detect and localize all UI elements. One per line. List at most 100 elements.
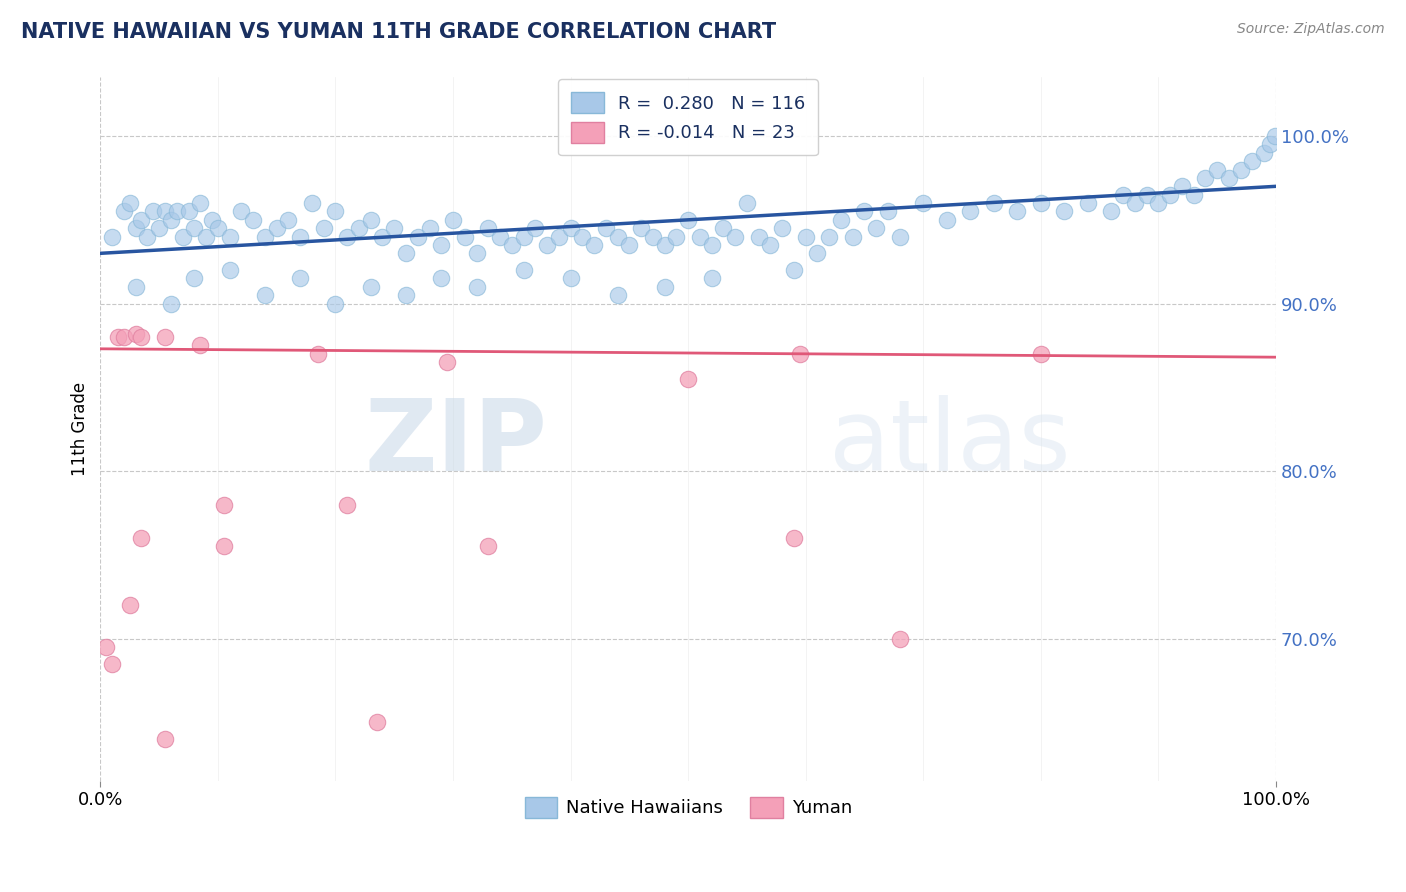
Point xyxy=(454,229,477,244)
Point xyxy=(371,229,394,244)
Point xyxy=(201,212,224,227)
Point xyxy=(266,221,288,235)
Point xyxy=(818,229,841,244)
Point xyxy=(724,229,747,244)
Point xyxy=(606,229,628,244)
Point xyxy=(1229,162,1251,177)
Point xyxy=(842,229,865,244)
Point xyxy=(477,540,499,554)
Point xyxy=(689,229,711,244)
Point xyxy=(188,196,211,211)
Point xyxy=(770,221,793,235)
Point xyxy=(560,271,582,285)
Point xyxy=(218,263,240,277)
Point xyxy=(406,229,429,244)
Point xyxy=(1258,137,1281,152)
Point xyxy=(107,330,129,344)
Point xyxy=(1182,187,1205,202)
Point xyxy=(231,204,253,219)
Point xyxy=(560,221,582,235)
Point xyxy=(207,221,229,235)
Point xyxy=(465,246,488,260)
Point xyxy=(853,204,876,219)
Point xyxy=(759,238,782,252)
Point xyxy=(783,263,806,277)
Point xyxy=(112,204,135,219)
Point xyxy=(912,196,935,211)
Point xyxy=(1241,154,1264,169)
Point xyxy=(1112,187,1135,202)
Point xyxy=(877,204,900,219)
Point xyxy=(889,229,911,244)
Point xyxy=(177,204,200,219)
Point xyxy=(395,288,418,302)
Point xyxy=(325,204,347,219)
Text: Source: ZipAtlas.com: Source: ZipAtlas.com xyxy=(1237,22,1385,37)
Point xyxy=(172,229,194,244)
Point xyxy=(336,229,359,244)
Point xyxy=(118,598,141,612)
Point xyxy=(360,280,382,294)
Point xyxy=(142,204,165,219)
Point xyxy=(1053,204,1076,219)
Point xyxy=(735,196,758,211)
Point xyxy=(124,326,146,341)
Point xyxy=(436,355,458,369)
Point xyxy=(360,212,382,227)
Point xyxy=(336,498,359,512)
Point xyxy=(606,288,628,302)
Point xyxy=(1171,179,1194,194)
Point xyxy=(700,271,723,285)
Point xyxy=(160,212,183,227)
Point xyxy=(101,657,124,671)
Point xyxy=(183,221,205,235)
Point xyxy=(889,632,911,646)
Point xyxy=(430,271,453,285)
Point xyxy=(188,338,211,352)
Point xyxy=(806,246,828,260)
Point xyxy=(290,271,312,285)
Point xyxy=(983,196,1005,211)
Point xyxy=(131,531,153,545)
Point xyxy=(654,238,676,252)
Point xyxy=(382,221,405,235)
Point xyxy=(312,221,335,235)
Text: ZIP: ZIP xyxy=(364,395,547,491)
Point xyxy=(748,229,770,244)
Point xyxy=(1264,129,1286,144)
Point xyxy=(347,221,370,235)
Point xyxy=(441,212,464,227)
Point xyxy=(1007,204,1029,219)
Point xyxy=(101,229,124,244)
Point xyxy=(512,229,534,244)
Point xyxy=(665,229,688,244)
Point xyxy=(153,732,176,747)
Point xyxy=(253,288,276,302)
Point xyxy=(676,212,699,227)
Point xyxy=(195,229,218,244)
Point xyxy=(307,347,329,361)
Point xyxy=(124,221,146,235)
Point xyxy=(96,640,118,654)
Point xyxy=(1136,187,1159,202)
Point xyxy=(630,221,652,235)
Point xyxy=(1194,170,1216,185)
Point xyxy=(290,229,312,244)
Point xyxy=(242,212,264,227)
Point xyxy=(1029,196,1052,211)
Point xyxy=(1147,196,1170,211)
Point xyxy=(1206,162,1229,177)
Point xyxy=(1029,347,1052,361)
Point xyxy=(1099,204,1122,219)
Point xyxy=(112,330,135,344)
Point xyxy=(477,221,499,235)
Point xyxy=(212,498,235,512)
Point xyxy=(595,221,617,235)
Point xyxy=(277,212,299,227)
Point xyxy=(789,347,811,361)
Point xyxy=(783,531,806,545)
Point xyxy=(865,221,887,235)
Point xyxy=(418,221,440,235)
Point xyxy=(571,229,593,244)
Point xyxy=(512,263,534,277)
